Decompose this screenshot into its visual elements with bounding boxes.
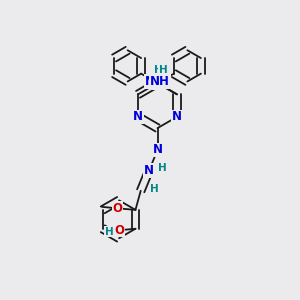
Text: H: H xyxy=(154,65,162,75)
Text: H: H xyxy=(158,163,167,173)
Text: O: O xyxy=(114,224,124,237)
Text: N: N xyxy=(152,76,163,90)
Text: N: N xyxy=(133,110,143,123)
Text: NH: NH xyxy=(145,75,165,88)
Text: N: N xyxy=(144,164,154,177)
Text: NH: NH xyxy=(150,75,170,88)
Text: H: H xyxy=(150,184,159,194)
Text: N: N xyxy=(172,110,182,123)
Text: O: O xyxy=(112,202,122,215)
Text: H: H xyxy=(159,65,167,75)
Text: N: N xyxy=(152,143,163,157)
Text: H: H xyxy=(105,227,114,237)
